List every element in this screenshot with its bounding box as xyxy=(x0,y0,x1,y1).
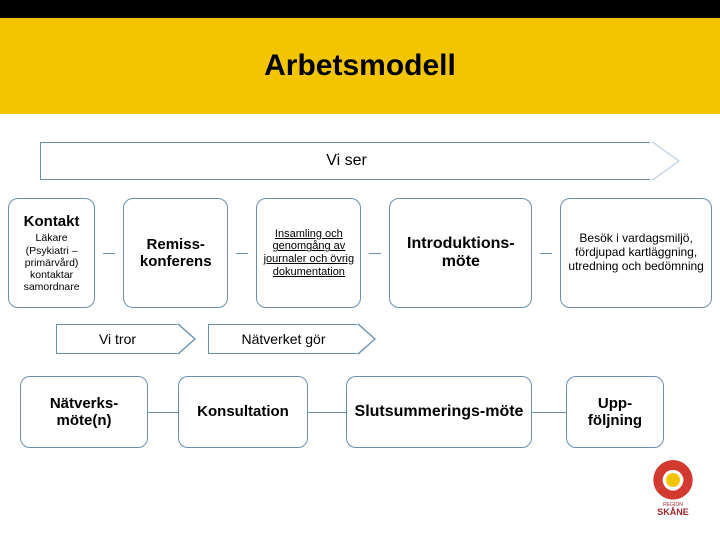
node-introduktionsmote-title: Introduktions-möte xyxy=(394,235,527,272)
node-insamling-text: Insamling och genomgång av journaler och… xyxy=(261,228,356,279)
node-slutsummeringsmote-title: Slutsummerings-möte xyxy=(355,403,524,421)
connector xyxy=(532,412,566,413)
process-row-1: Kontakt Läkare (Psykiatri – primärvård) … xyxy=(0,198,720,308)
logo-text: SKÅNE xyxy=(657,507,689,517)
header: Arbetsmodell xyxy=(0,0,720,114)
vi-tror-arrow: Vi tror xyxy=(56,324,196,354)
natverket-gor-arrow: Nätverket gör xyxy=(208,324,376,354)
region-skane-logo: REGION SKÅNE xyxy=(640,458,706,518)
node-slutsummeringsmote: Slutsummerings-möte xyxy=(346,376,532,448)
node-remisskonferens: Remiss-konferens xyxy=(123,198,228,308)
node-natverksmote-title: Nätverks-möte(n) xyxy=(25,395,143,430)
node-uppfoljning-title: Upp-följning xyxy=(571,395,659,430)
natverket-gor-label: Nätverket gör xyxy=(208,324,358,354)
arrow-head-icon xyxy=(178,323,196,355)
node-kontakt-sub: Läkare (Psykiatri – primärvård) kontakta… xyxy=(13,232,90,292)
vi-ser-arrow: Vi ser xyxy=(40,142,680,180)
node-besok-text: Besök i vardagsmiljö, fördjupad kartlägg… xyxy=(565,232,707,273)
vi-tror-label: Vi tror xyxy=(56,324,178,354)
connector xyxy=(369,198,381,308)
node-konsultation-title: Konsultation xyxy=(197,403,289,420)
connector xyxy=(148,412,178,413)
middle-arrows: Vi tror Nätverket gör xyxy=(0,314,720,372)
node-konsultation: Konsultation xyxy=(178,376,308,448)
node-insamling: Insamling och genomgång av journaler och… xyxy=(256,198,361,308)
connector xyxy=(540,198,552,308)
node-remisskonferens-title: Remiss-konferens xyxy=(128,236,223,271)
connector xyxy=(236,198,248,308)
vi-ser-label: Vi ser xyxy=(40,142,652,180)
header-black-bar xyxy=(0,0,720,18)
process-row-2: Nätverks-möte(n) Konsultation Slutsummer… xyxy=(0,376,720,448)
node-uppfoljning: Upp-följning xyxy=(566,376,664,448)
header-yellow-bar: Arbetsmodell xyxy=(0,18,720,114)
arrow-head-icon xyxy=(358,323,376,355)
connector xyxy=(308,412,346,413)
page-title: Arbetsmodell xyxy=(264,49,456,83)
connector xyxy=(103,198,115,308)
node-kontakt: Kontakt Läkare (Psykiatri – primärvård) … xyxy=(8,198,95,308)
arrow-head-icon xyxy=(652,141,680,181)
node-kontakt-title: Kontakt xyxy=(24,213,80,230)
node-besok: Besök i vardagsmiljö, fördjupad kartlägg… xyxy=(560,198,712,308)
node-introduktionsmote: Introduktions-möte xyxy=(389,198,532,308)
node-natverksmote: Nätverks-möte(n) xyxy=(20,376,148,448)
